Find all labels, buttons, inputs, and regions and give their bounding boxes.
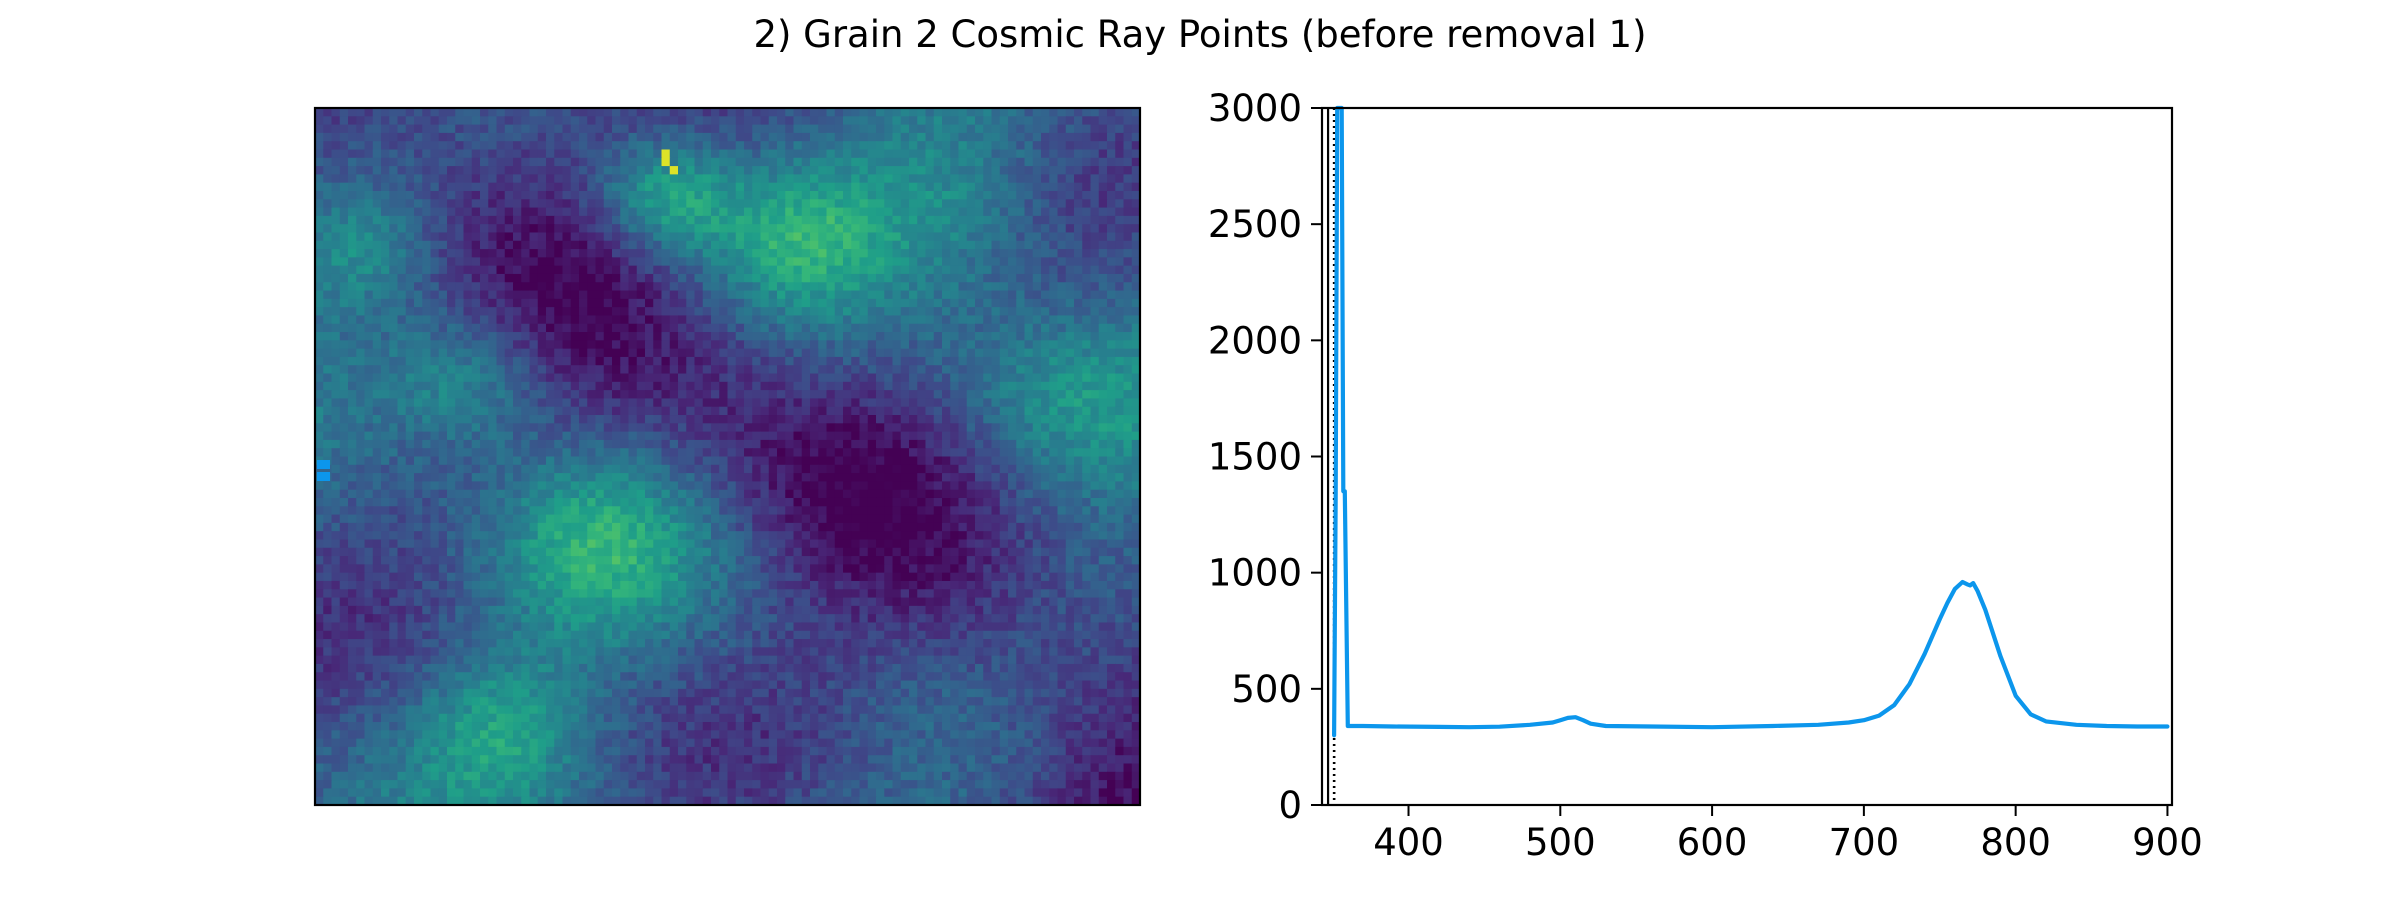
x-axis: 400 500 600 700 800 900 — [1373, 805, 2203, 864]
y-tick-label: 0 — [1278, 784, 1302, 827]
heatmap-image — [315, 108, 1141, 806]
y-tick-label: 500 — [1231, 668, 1302, 711]
y-tick-label: 3000 — [1208, 87, 1302, 130]
cosmic-ray-marker — [317, 472, 330, 481]
x-tick-label: 800 — [1980, 821, 2051, 864]
heatmap-panel — [313, 106, 1142, 807]
x-tick-label: 900 — [2132, 821, 2203, 864]
x-tick-label: 700 — [1829, 821, 1900, 864]
series-line-0 — [1331, 105, 2170, 738]
heatmap-frame — [313, 106, 1142, 807]
spectrum-panel: 400 500 600 700 800 900 0 500 1000 1500 2000 2500 3… — [1208, 87, 2203, 864]
y-tick-label: 2000 — [1208, 319, 1302, 362]
x-tick-label: 600 — [1677, 821, 1748, 864]
spectrum-frame — [1320, 106, 2174, 807]
figure-title: 2) Grain 2 Cosmic Ray Points (before rem… — [753, 13, 1646, 56]
y-tick-label: 2500 — [1208, 203, 1302, 246]
x-tick-label: 400 — [1373, 821, 1444, 864]
series-layer — [1331, 105, 2170, 738]
y-axis: 0 500 1000 1500 2000 2500 3000 — [1208, 87, 1322, 827]
y-tick-label: 1000 — [1208, 552, 1302, 595]
cosmic-ray-marker — [317, 460, 330, 469]
y-tick-label: 1500 — [1208, 436, 1302, 479]
x-tick-label: 500 — [1525, 821, 1596, 864]
cosmic-ray-markers — [317, 460, 330, 481]
